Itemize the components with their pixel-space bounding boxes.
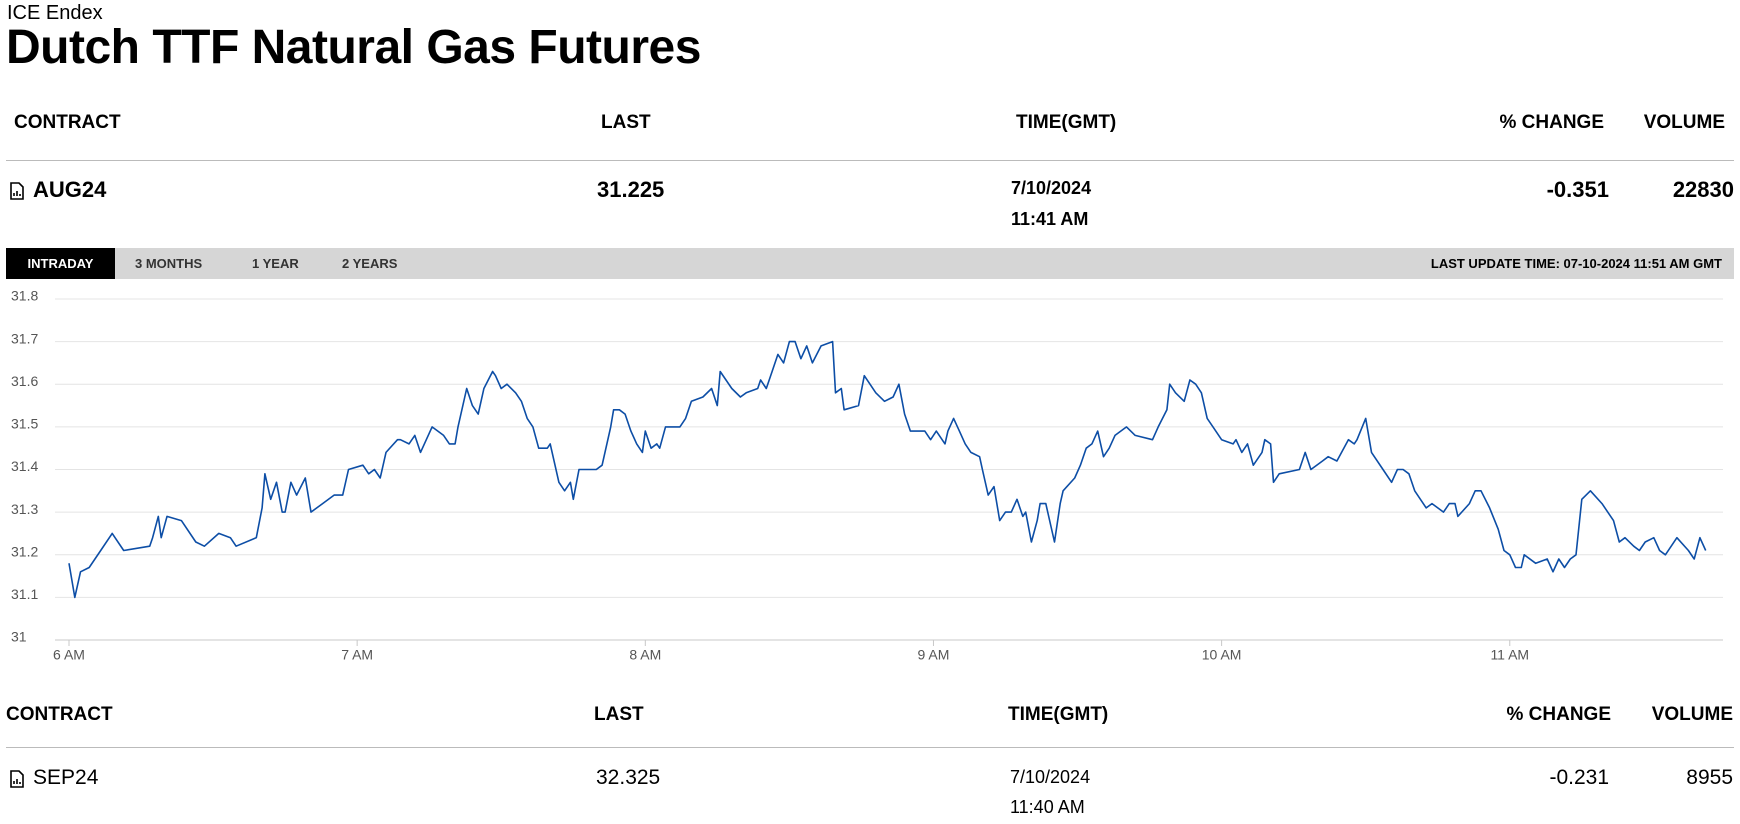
tab[interactable]: 3 MONTHS <box>135 256 203 271</box>
y-tick-label: 31.6 <box>11 373 38 389</box>
x-tick-label: 9 AM <box>918 647 950 663</box>
column-header: VOLUME <box>1651 704 1733 725</box>
y-tick-label: 31.8 <box>11 288 38 304</box>
y-tick-label: 31.5 <box>11 416 38 432</box>
volume: 22830 <box>1672 177 1734 202</box>
trade-date: 7/10/2024 <box>1010 767 1091 787</box>
percent-change: -0.231 <box>1549 766 1609 789</box>
last-price: 32.325 <box>596 766 661 789</box>
x-tick-label: 10 AM <box>1202 647 1242 663</box>
y-tick-label: 31.2 <box>11 543 38 559</box>
y-tick-label: 31.7 <box>11 330 38 346</box>
y-tick-label: 31.3 <box>11 501 38 517</box>
column-header: CONTRACT <box>6 704 113 725</box>
trade-time: 11:40 AM <box>1010 797 1085 817</box>
tab[interactable]: INTRADAY <box>6 248 115 279</box>
source: ICE Endex <box>7 2 103 24</box>
x-tick-label: 8 AM <box>629 647 661 663</box>
x-tick-label: 11 AM <box>1490 647 1529 663</box>
y-tick-label: 31 <box>11 629 27 645</box>
last-price: 31.225 <box>597 177 665 202</box>
tab[interactable]: 2 YEARS <box>342 256 398 271</box>
last-update: LAST UPDATE TIME: 07-10-2024 11:51 AM GM… <box>1430 256 1722 271</box>
y-tick-label: 31.1 <box>11 586 38 602</box>
column-header: TIME(GMT) <box>1016 112 1117 133</box>
contract-icon <box>10 770 24 788</box>
tab-bar: INTRADAY 3 MONTHS 1 YEAR 2 YEARS LAST UP… <box>6 248 1734 279</box>
column-header: % CHANGE <box>1499 112 1604 133</box>
percent-change: -0.351 <box>1546 177 1609 202</box>
x-tick-label: 6 AM <box>53 647 85 663</box>
column-header: TIME(GMT) <box>1008 704 1109 725</box>
divider <box>6 747 1734 748</box>
column-header: % CHANGE <box>1506 704 1611 725</box>
trade-date: 7/10/2024 <box>1011 178 1092 198</box>
contract-icon <box>10 182 24 200</box>
contract-link[interactable]: AUG24 <box>33 177 107 202</box>
divider <box>6 160 1734 161</box>
volume: 8955 <box>1686 766 1733 789</box>
column-header: CONTRACT <box>14 112 121 133</box>
x-tick-label: 7 AM <box>341 647 373 663</box>
trade-time: 11:41 AM <box>1011 209 1089 229</box>
tab[interactable]: 1 YEAR <box>252 256 299 271</box>
column-header: VOLUME <box>1643 112 1725 133</box>
contract-link[interactable]: SEP24 <box>33 766 99 789</box>
y-tick-label: 31.4 <box>11 458 38 474</box>
page-title: Dutch TTF Natural Gas Futures <box>6 21 701 74</box>
column-header: LAST <box>594 704 644 725</box>
price-line <box>68 340 1707 599</box>
column-header: LAST <box>601 112 651 133</box>
